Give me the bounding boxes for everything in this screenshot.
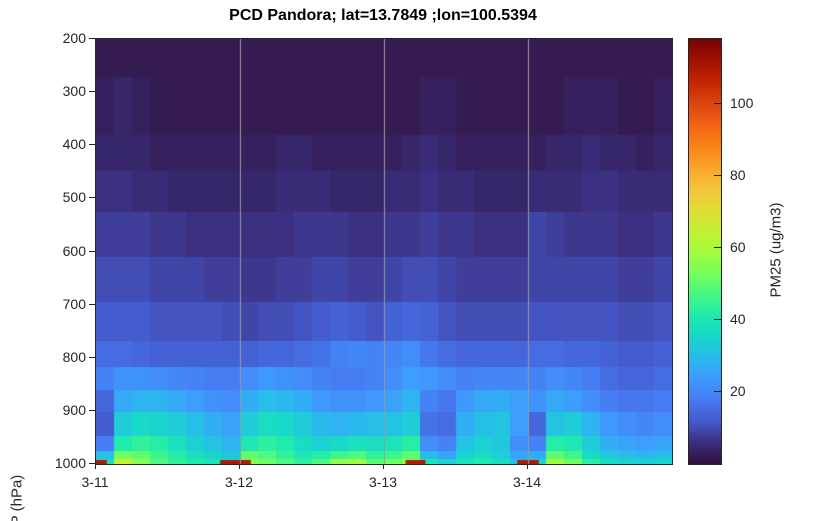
y-axis-tick-mark [89, 463, 95, 464]
y-tick-label: 1000 [54, 455, 86, 471]
y-axis-tick-mark [89, 357, 95, 358]
colorbar-tick-label: 80 [730, 166, 746, 183]
x-axis-tick-mark [239, 464, 240, 469]
x-axis-tick-mark [383, 464, 384, 469]
y-axis-tick-mark [89, 197, 95, 198]
y-axis-tick-mark [89, 38, 95, 39]
x-axis-tick-mark [527, 464, 528, 469]
colorbar-tick-label: 40 [730, 310, 746, 327]
colorbar-canvas [689, 39, 721, 464]
colorbar-tick-mark [714, 391, 721, 392]
heatmap-canvas [96, 39, 672, 464]
x-axis-tick-mark [95, 464, 96, 469]
y-tick-label: 700 [62, 295, 86, 312]
colorbar-tick-label: 100 [730, 94, 754, 111]
plot-area [95, 38, 673, 465]
y-axis-tick-mark [89, 251, 95, 252]
y-tick-label: 800 [62, 348, 86, 365]
colorbar-tick-mark [714, 247, 721, 248]
colorbar-tick-label: 20 [730, 382, 746, 399]
colorbar-tick-mark [714, 103, 721, 104]
colorbar-tick-mark [714, 319, 721, 320]
x-tick-label: 3-12 [224, 474, 254, 490]
colorbar-tick-label: 60 [730, 238, 746, 255]
y-tick-label: 300 [62, 83, 86, 100]
y-axis-tick-mark [89, 144, 95, 145]
y-tick-label: 600 [62, 242, 86, 259]
colorbar-tick-mark [714, 175, 721, 176]
y-tick-label: 500 [62, 189, 86, 206]
colorbar-label: PM25 (ug/m3) [767, 202, 785, 298]
x-tick-label: 3-14 [512, 474, 542, 490]
x-tick-label: 3-13 [368, 474, 398, 490]
x-tick-label: 3-11 [81, 474, 109, 490]
y-axis-tick-mark [89, 410, 95, 411]
y-tick-label: 200 [62, 30, 86, 46]
y-tick-label: 900 [62, 401, 86, 418]
y-axis-tick-mark [89, 304, 95, 305]
chart-title: PCD Pandora; lat=13.7849 ;lon=100.5394 [229, 7, 537, 24]
y-axis-tick-mark [89, 91, 95, 92]
colorbar [688, 38, 722, 465]
y-tick-label: 400 [62, 136, 86, 153]
